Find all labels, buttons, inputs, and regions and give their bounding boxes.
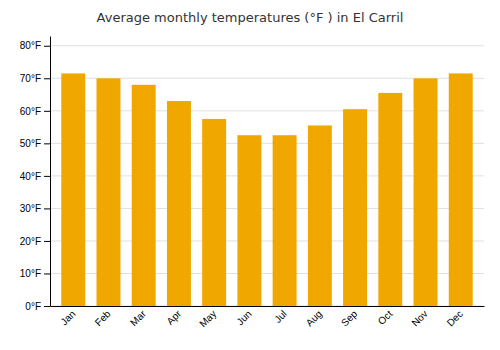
y-tick-mark — [44, 176, 50, 177]
bar — [167, 101, 191, 306]
y-axis: 0°F 10°F 20°F 30°F 40°F 50°F 60°F 70°F 80°F — [20, 37, 51, 312]
y-tick-mark — [44, 78, 50, 79]
x-tick-label: Mar — [128, 308, 148, 328]
bar — [343, 109, 367, 306]
x-axis-line — [51, 306, 485, 307]
x-tick: Oct — [376, 308, 395, 327]
y-tick-mark — [44, 208, 50, 209]
y-tick: 40°F — [20, 171, 50, 182]
x-tick: Jul — [272, 308, 289, 325]
x-tick: Mar — [128, 308, 148, 328]
y-tick: 50°F — [20, 138, 50, 149]
y-tick-label: 20°F — [20, 236, 41, 247]
bar — [414, 78, 438, 306]
y-tick: 20°F — [20, 236, 50, 247]
x-tick-label: Sep — [339, 308, 360, 329]
y-tick-label: 80°F — [20, 40, 41, 51]
y-tick: 30°F — [20, 203, 50, 214]
y-tick-mark — [44, 46, 50, 47]
x-tick: Sep — [339, 308, 360, 329]
y-tick-mark — [44, 306, 50, 307]
y-tick-label: 0°F — [25, 301, 41, 312]
x-tick: Jan — [58, 308, 77, 327]
chart-svg: 0°F 10°F 20°F 30°F 40°F 50°F 60°F 70°F 80°F Jan Fe… — [0, 0, 500, 350]
y-tick-mark — [44, 273, 50, 274]
bar — [202, 119, 226, 306]
bar — [237, 135, 261, 306]
bars — [61, 73, 472, 306]
x-tick: Aug — [304, 308, 324, 328]
x-tick: Nov — [409, 308, 429, 328]
y-axis-line — [50, 37, 51, 307]
x-axis: Jan Feb Mar Apr May Jun Jul Aug Sep Oct Nov Dec — [51, 307, 485, 330]
x-tick-label: Jan — [58, 308, 77, 327]
y-tick-mark — [44, 241, 50, 242]
bar — [97, 78, 121, 306]
x-tick-label: Jul — [272, 308, 289, 325]
y-tick: 0°F — [25, 301, 50, 312]
grid — [50, 46, 484, 306]
y-tick: 70°F — [20, 73, 50, 84]
plot-area: 0°F 10°F 20°F 30°F 40°F 50°F 60°F 70°F 80°F Jan Fe… — [20, 37, 485, 330]
bar — [273, 135, 297, 306]
bar — [449, 73, 473, 306]
x-tick-label: Dec — [445, 308, 465, 328]
chart-title: Average monthly temperatures (°F ) in El… — [97, 10, 404, 25]
x-tick: Dec — [445, 308, 465, 328]
x-tick: May — [197, 308, 218, 329]
y-tick-mark — [44, 111, 50, 112]
x-tick: Feb — [93, 308, 113, 328]
chart-container: 0°F 10°F 20°F 30°F 40°F 50°F 60°F 70°F 80°F Jan Fe… — [0, 0, 500, 350]
bar — [61, 73, 85, 306]
y-tick-label: 70°F — [20, 73, 41, 84]
y-tick-label: 30°F — [20, 203, 41, 214]
y-tick-mark — [44, 143, 50, 144]
x-tick: Jun — [234, 308, 253, 327]
y-tick-label: 60°F — [20, 106, 41, 117]
x-tick: Apr — [164, 308, 183, 327]
y-tick: 80°F — [20, 40, 50, 51]
y-tick-label: 40°F — [20, 171, 41, 182]
grid-line — [50, 45, 484, 46]
y-tick-label: 50°F — [20, 138, 41, 149]
bar — [132, 85, 156, 306]
x-tick-label: Aug — [304, 308, 324, 328]
x-tick-label: Oct — [376, 308, 395, 327]
bar — [308, 125, 332, 306]
y-tick-label: 10°F — [20, 268, 41, 279]
x-tick-label: Jun — [234, 308, 253, 327]
y-tick: 60°F — [20, 106, 50, 117]
bar — [378, 93, 402, 306]
x-tick-label: May — [197, 308, 218, 329]
y-tick: 10°F — [20, 268, 50, 279]
x-tick-label: Nov — [409, 308, 429, 328]
x-tick-label: Apr — [164, 308, 183, 327]
x-tick-label: Feb — [93, 308, 113, 328]
